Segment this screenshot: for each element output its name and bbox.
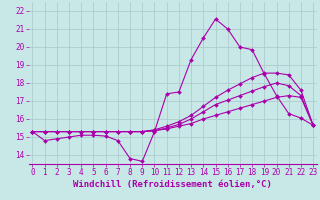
X-axis label: Windchill (Refroidissement éolien,°C): Windchill (Refroidissement éolien,°C) <box>73 180 272 189</box>
